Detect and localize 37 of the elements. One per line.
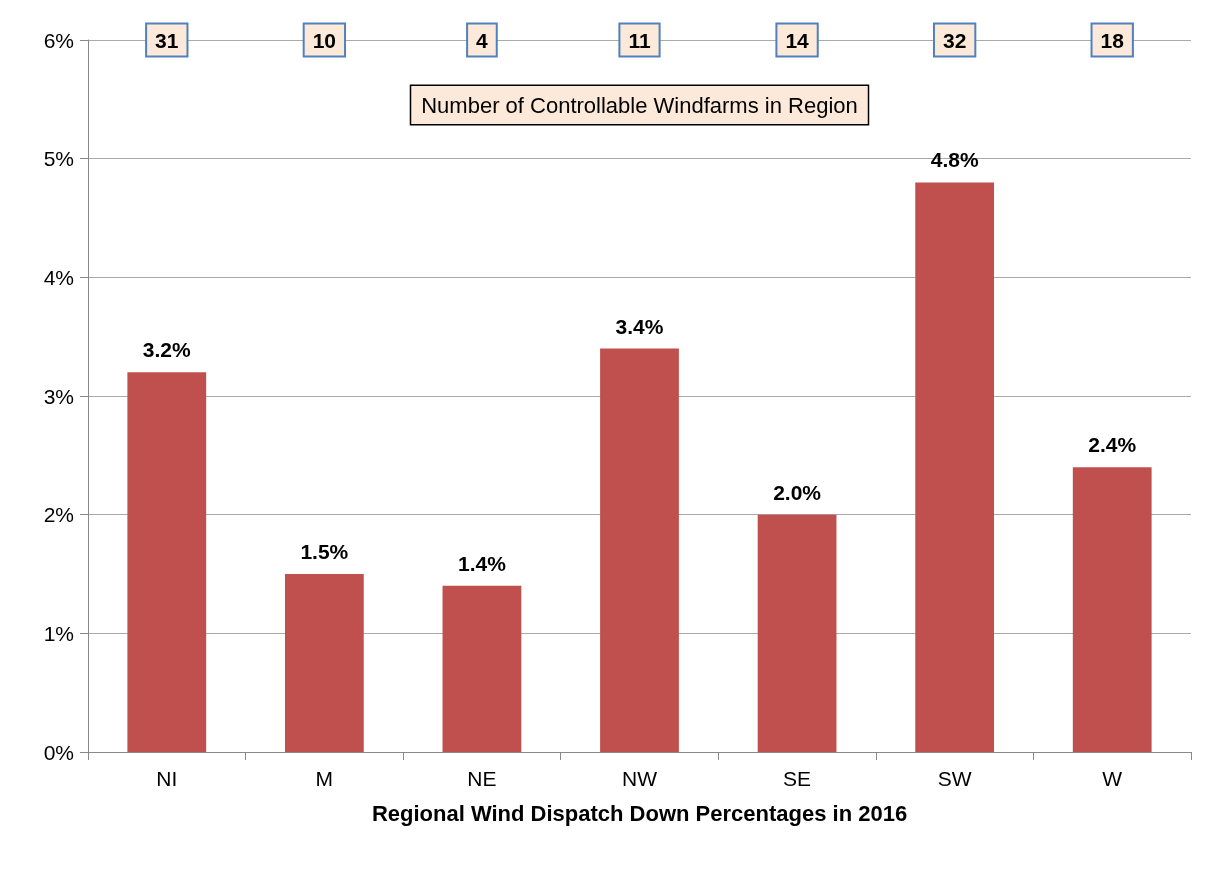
x-tick-label: M: [315, 767, 334, 790]
data-label: 1.4%: [457, 551, 507, 575]
y-tick-label: 2%: [43, 503, 74, 527]
x-tick-label: SE: [783, 767, 812, 790]
bar: [284, 574, 364, 752]
data-label: 2.0%: [773, 480, 822, 504]
bar: [442, 585, 522, 752]
bar: [1072, 467, 1152, 752]
y-tick-label: 0%: [43, 740, 74, 764]
bar: [127, 372, 207, 752]
y-tick-label: 1%: [43, 621, 74, 645]
y-tick-label: 6%: [43, 28, 74, 52]
x-tick-label: NI: [156, 767, 178, 790]
bar: [757, 514, 837, 752]
annotation: 4: [476, 28, 489, 52]
annotation: 10: [312, 28, 337, 52]
x-axis-title: Regional Wind Dispatch Down Percentages in 2016: [371, 800, 908, 826]
x-tick-label: NW: [622, 767, 658, 790]
annotation: 18: [1100, 28, 1125, 52]
y-tick-label: 4%: [43, 265, 74, 289]
x-tick-label: NE: [467, 767, 497, 790]
bar: [600, 348, 679, 752]
y-tick-label: 5%: [43, 147, 74, 171]
annotation: 32: [942, 28, 967, 52]
annotation: 14: [785, 28, 810, 52]
bar: [915, 182, 995, 752]
annotation: 11: [628, 28, 651, 52]
data-label: 1.5%: [300, 540, 349, 563]
annotation: Number of Controllable Windfarms in Region: [421, 92, 858, 118]
annotation: 31: [155, 28, 179, 52]
data-label: 3.2%: [142, 338, 192, 362]
data-label: 3.4%: [615, 314, 664, 338]
data-label: 4.8%: [930, 148, 979, 172]
data-label: 2.4%: [1088, 433, 1137, 457]
y-tick-label: 3%: [43, 384, 74, 408]
x-tick-label: SW: [937, 767, 972, 790]
x-tick-label: W: [1102, 767, 1123, 790]
